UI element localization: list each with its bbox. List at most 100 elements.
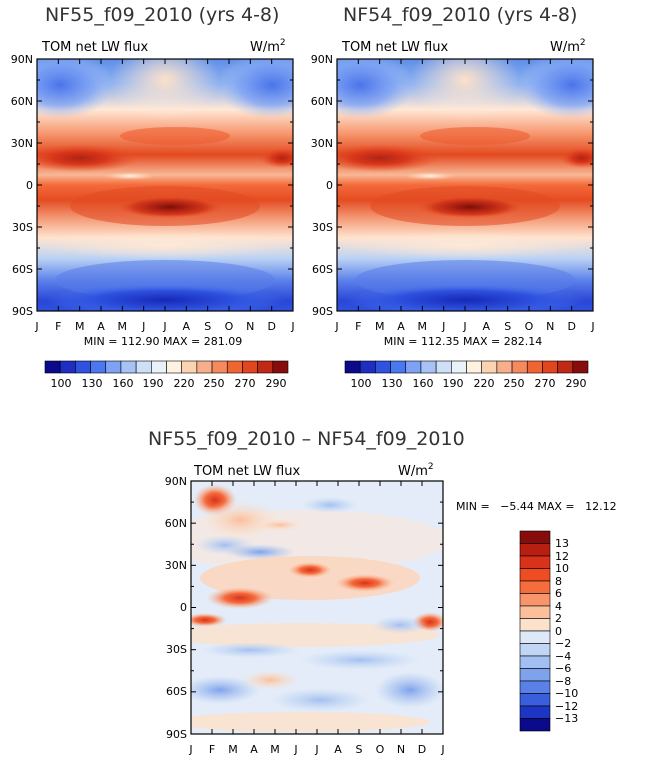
- min-max-label: MIN = 112.90 MAX = 281.09: [84, 335, 242, 348]
- x-tick-label: A: [250, 743, 258, 756]
- colorbar-label: 270: [535, 377, 556, 390]
- colorbar-swatch: [166, 360, 182, 374]
- colorbar-label: 250: [504, 377, 525, 390]
- x-tick-label: A: [97, 320, 105, 333]
- x-tick-label: N: [397, 743, 405, 756]
- colorbar-label: 100: [351, 377, 372, 390]
- colorbar-swatch: [242, 360, 258, 374]
- x-tick-label: J: [440, 743, 444, 756]
- colorbar-label: 130: [82, 377, 103, 390]
- x-tick-label: O: [225, 320, 234, 333]
- x-tick-label: A: [397, 320, 405, 333]
- colorbar-swatch: [557, 360, 574, 374]
- colorbar-label: −12: [555, 700, 578, 713]
- colorbar-swatch: [420, 360, 437, 374]
- panel-title: NF54_f09_2010 (yrs 4-8): [343, 4, 577, 26]
- x-tick-label: S: [204, 320, 211, 333]
- colorbar-label: 0: [555, 625, 562, 638]
- colorbar: [344, 360, 589, 374]
- axis-ticks: [36, 58, 294, 312]
- panel-subtitle: TOM net LW flux: [341, 40, 448, 55]
- colorbar-label: 220: [174, 377, 195, 390]
- x-axis-labels: J F M A M J J A S O N D J: [188, 743, 444, 756]
- x-tick-label: J: [290, 320, 294, 333]
- colorbar-swatch: [519, 593, 551, 607]
- x-tick-label: M: [75, 320, 85, 333]
- colorbar-swatch: [151, 360, 167, 374]
- colorbar-swatch: [390, 360, 407, 374]
- colorbar-label: 220: [474, 377, 495, 390]
- colorbar-swatch: [519, 568, 551, 582]
- colorbar-swatch: [519, 680, 551, 694]
- colorbar-swatch: [481, 360, 498, 374]
- colorbar-label: −4: [555, 650, 571, 663]
- y-tick-label: 60N: [311, 95, 333, 108]
- x-tick-label: F: [209, 743, 215, 756]
- y-tick-label: 90S: [312, 305, 333, 318]
- colorbar-swatch: [466, 360, 482, 374]
- colorbar-swatch: [519, 605, 551, 619]
- colorbar-swatch: [511, 360, 528, 374]
- colorbar-label: −8: [555, 675, 571, 688]
- colorbar-swatch: [181, 360, 198, 374]
- x-tick-label: D: [567, 320, 575, 333]
- axis-ticks: [336, 58, 594, 312]
- panel-subtitle: TOM net LW flux: [193, 464, 300, 479]
- colorbar-labels: 100 130 160 190 220 250 270 290: [51, 377, 287, 390]
- y-tick-label: 30N: [165, 559, 187, 572]
- y-axis-labels: 90N 60N 30N 0 30S 60S 90S: [311, 53, 333, 318]
- colorbar-swatch: [519, 705, 551, 719]
- colorbar-swatch: [257, 360, 274, 374]
- x-tick-label: J: [462, 320, 466, 333]
- y-tick-label: 30N: [311, 137, 333, 150]
- colorbar-swatch: [135, 360, 152, 374]
- y-axis-labels: 90N 60N 30N 0 30S 60S 90S: [11, 53, 33, 318]
- colorbar-label: 10: [555, 562, 569, 575]
- colorbar-swatch: [59, 360, 76, 374]
- y-axis-labels: 90N 60N 30N 0 30S 60S 90S: [165, 475, 187, 741]
- panel-subtitle: TOM net LW flux: [41, 40, 148, 55]
- x-tick-label: M: [118, 320, 128, 333]
- colorbar-swatch: [405, 360, 422, 374]
- colorbar-label: 290: [266, 377, 287, 390]
- y-tick-label: 90S: [12, 305, 33, 318]
- colorbar-label: −13: [555, 712, 578, 725]
- colorbar-label: 100: [51, 377, 72, 390]
- contour-field: [337, 59, 593, 311]
- colorbar-label: 270: [235, 377, 256, 390]
- x-axis-labels: J F M A M J J A S O N D J: [334, 320, 594, 333]
- colorbar-label: 250: [204, 377, 225, 390]
- units-label: W/m2: [550, 38, 586, 55]
- x-tick-label: J: [293, 743, 297, 756]
- colorbar-label: −6: [555, 662, 571, 675]
- x-tick-label: J: [188, 743, 192, 756]
- x-tick-label: J: [34, 320, 38, 333]
- colorbar-swatch: [519, 543, 551, 557]
- colorbar-swatch: [519, 530, 551, 544]
- colorbar-swatch: [226, 360, 243, 374]
- x-tick-label: N: [546, 320, 554, 333]
- y-tick-label: 0: [26, 179, 33, 192]
- x-axis-labels: J F M A M J J A S O N D J: [34, 320, 294, 333]
- colorbar-label: 290: [566, 377, 587, 390]
- colorbar-swatch: [344, 360, 361, 374]
- x-tick-label: D: [418, 743, 426, 756]
- x-tick-label: J: [162, 320, 166, 333]
- colorbar-swatch: [435, 360, 452, 374]
- x-tick-label: A: [334, 743, 342, 756]
- panel-title: NF55_f09_2010 (yrs 4-8): [45, 4, 279, 26]
- y-tick-label: 90N: [165, 475, 187, 488]
- y-tick-label: 60S: [166, 685, 187, 698]
- colorbar-swatch: [120, 360, 137, 374]
- x-tick-label: J: [590, 320, 594, 333]
- y-tick-label: 60N: [11, 95, 33, 108]
- x-tick-label: J: [141, 320, 145, 333]
- colorbar-swatch: [211, 360, 228, 374]
- colorbar-swatch: [519, 655, 551, 669]
- colorbar-swatch: [496, 360, 513, 374]
- x-tick-label: A: [183, 320, 191, 333]
- y-tick-label: 0: [180, 601, 187, 614]
- panel-title: NF55_f09_2010 – NF54_f09_2010: [148, 428, 465, 450]
- x-tick-label: A: [483, 320, 491, 333]
